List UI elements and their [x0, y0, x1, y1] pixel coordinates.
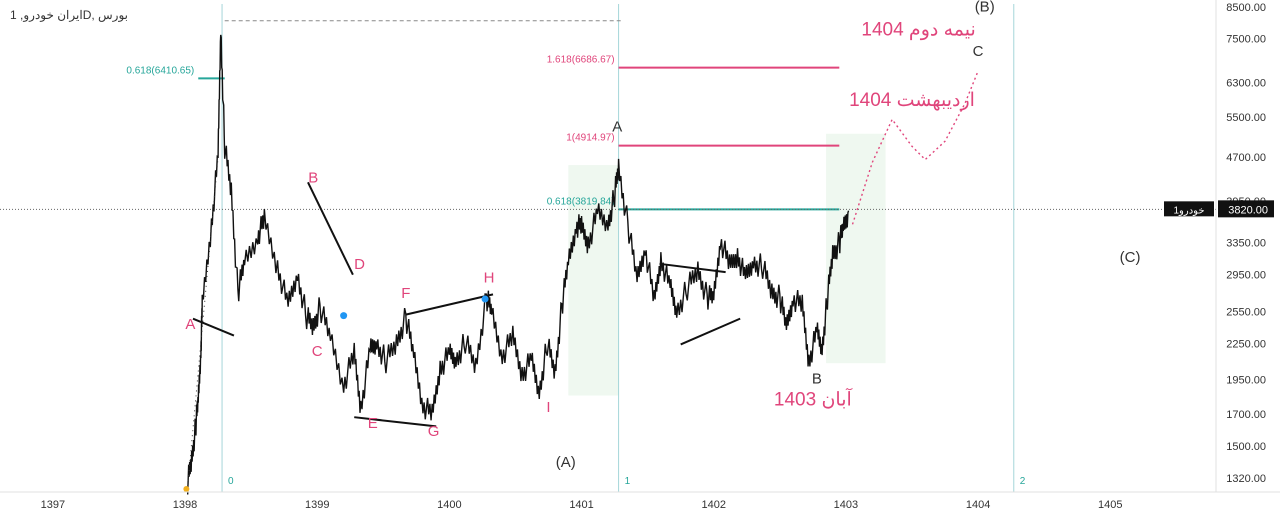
wave-label: (C) [1120, 249, 1141, 266]
symbol-tag [1164, 201, 1214, 217]
y-tick-label: 4700.00 [1226, 152, 1266, 164]
wave-label: A [185, 316, 195, 333]
trend-line [659, 262, 726, 274]
time-label: اردیبهشت 1404 [849, 90, 975, 111]
time-label: نیمه دوم 1404 [861, 19, 975, 40]
y-tick-label: 2550.00 [1226, 307, 1266, 319]
wave-label: C [312, 343, 323, 360]
trend-line [405, 293, 494, 316]
cycle-label: 1 [625, 476, 631, 487]
y-tick-label: 3350.00 [1226, 238, 1266, 250]
symbol-title: ایران خودرو, 1D, بورس [10, 8, 129, 22]
cycle-label: 2 [1020, 476, 1026, 487]
x-tick-label: 1405 [1098, 499, 1122, 511]
start-marker [183, 485, 190, 492]
x-tick-label: 1397 [41, 499, 65, 511]
fib-level-label: 0.618(6410.65) [126, 65, 194, 76]
symbol-tag-label: خودرو1 [1173, 205, 1204, 216]
y-tick-label: 1500.00 [1226, 441, 1266, 453]
y-tick-label: 1320.00 [1226, 473, 1266, 485]
event-marker [340, 312, 348, 320]
trend-line [192, 317, 235, 337]
wave-label: A [612, 118, 622, 135]
wave-label: H [484, 270, 495, 287]
y-tick-label: 1950.00 [1226, 374, 1266, 386]
x-tick-label: 1404 [966, 499, 990, 511]
wave-label: (B) [975, 0, 995, 15]
trend-line [354, 416, 437, 428]
x-tick-label: 1403 [834, 499, 858, 511]
wave-label: B [812, 370, 822, 387]
wave-label: D [354, 256, 365, 273]
zone-wave-a [568, 165, 619, 396]
y-tick-label: 8500.00 [1226, 2, 1266, 14]
x-tick-label: 1401 [569, 499, 593, 511]
event-marker [481, 295, 489, 303]
wave-label: C [973, 43, 984, 60]
y-tick-label: 7500.00 [1226, 34, 1266, 46]
trend-line [307, 181, 354, 276]
x-tick-label: 1399 [305, 499, 329, 511]
early-dotted-rise [187, 156, 219, 487]
wave-label: B [308, 169, 318, 186]
wave-label: F [401, 285, 410, 302]
last-price-tag [1218, 200, 1274, 218]
last-price-value: 3820.00 [1228, 204, 1268, 216]
y-tick-label: 1700.00 [1226, 409, 1266, 421]
trend-line [680, 317, 741, 346]
x-tick-label: 1398 [173, 499, 197, 511]
x-tick-label: 1402 [701, 499, 725, 511]
x-tick-label: 1400 [437, 499, 461, 511]
wave-label: (A) [556, 454, 576, 471]
price-series-line [186, 34, 850, 495]
projection-path [851, 70, 979, 225]
cycle-label: 0 [228, 476, 234, 487]
fib-level-label: 1(4914.97) [566, 133, 614, 144]
y-tick-label: 2250.00 [1226, 338, 1266, 350]
fib-level-label: 1.618(6686.67) [547, 55, 615, 66]
wave-label: I [546, 399, 550, 416]
time-label: آبان 1403 [774, 387, 853, 410]
fib-level-label: 0.618(3819.84) [547, 196, 615, 207]
y-tick-label: 6300.00 [1226, 78, 1266, 90]
y-tick-label: 5500.00 [1226, 112, 1266, 124]
wave-label: E [368, 415, 378, 432]
wave-label: G [428, 423, 440, 440]
y-tick-label: 2950.00 [1226, 270, 1266, 282]
